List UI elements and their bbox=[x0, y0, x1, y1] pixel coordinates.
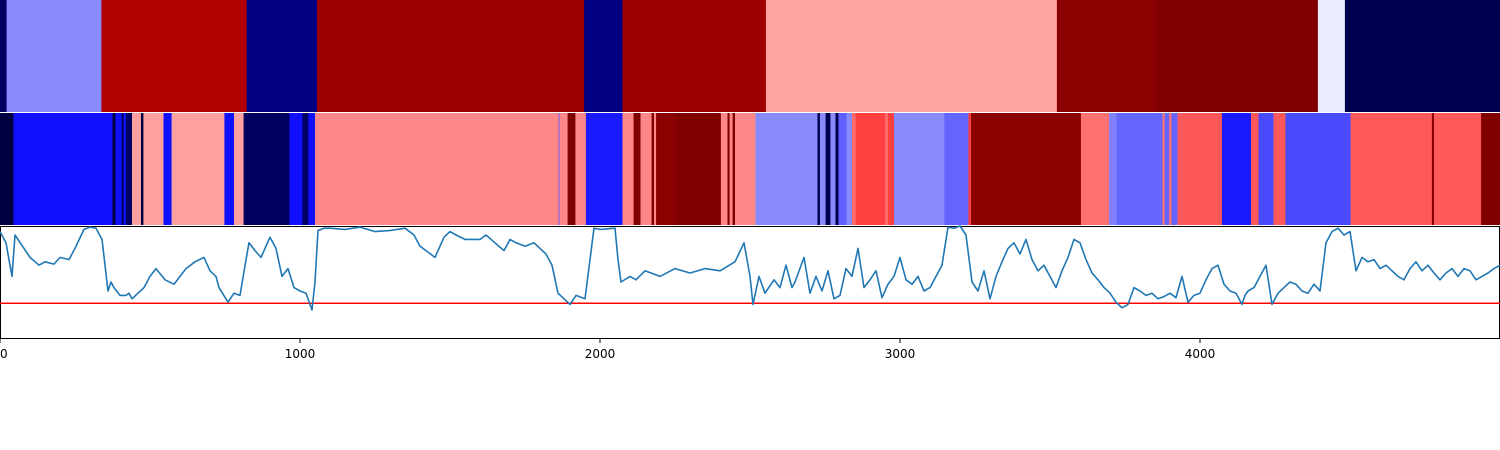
middle-band-segment bbox=[830, 113, 836, 225]
middle-band-segment bbox=[1109, 113, 1117, 225]
middle-band-segment bbox=[1171, 113, 1178, 225]
middle-band-segment bbox=[141, 113, 144, 225]
middle-band-segment bbox=[735, 113, 756, 225]
middle-band-segment bbox=[1288, 113, 1351, 225]
middle-band-segment bbox=[115, 113, 122, 225]
middle-band-segment bbox=[654, 113, 657, 225]
middle-band-segment bbox=[0, 113, 14, 225]
middle-band-segment bbox=[567, 113, 576, 225]
middle-band-segment bbox=[13, 113, 113, 225]
middle-band-segment bbox=[640, 113, 652, 225]
middle-band-segment bbox=[720, 113, 728, 225]
middle-band-segment bbox=[1258, 113, 1274, 225]
middle-band-segment bbox=[846, 113, 853, 225]
middle-band-segment bbox=[308, 113, 316, 225]
middle-band-segment bbox=[1164, 113, 1170, 225]
middle-band-segment bbox=[132, 113, 142, 225]
middle-band-segment bbox=[1221, 113, 1252, 225]
middle-band-segment bbox=[968, 113, 972, 225]
top-band-segment bbox=[765, 0, 1058, 112]
middle-band-segment bbox=[224, 113, 235, 225]
middle-band-segment bbox=[971, 113, 1082, 225]
middle-band-segment bbox=[1116, 113, 1163, 225]
top-band-segment bbox=[584, 0, 623, 112]
middle-band-segment bbox=[315, 113, 559, 225]
top-band-segment bbox=[1155, 0, 1319, 112]
top-band-segment bbox=[317, 0, 585, 112]
middle-band-segment bbox=[1434, 113, 1482, 225]
middle-band-segment bbox=[585, 113, 623, 225]
middle-band-segment bbox=[852, 113, 856, 225]
middle-band-segment bbox=[126, 113, 133, 225]
top-band-segment bbox=[622, 0, 767, 112]
middle-band-segment bbox=[575, 113, 587, 225]
middle-segment-band bbox=[0, 113, 1500, 225]
middle-band-segment bbox=[1251, 113, 1259, 225]
middle-band-segment bbox=[1350, 113, 1433, 225]
middle-band-segment bbox=[123, 113, 127, 225]
x-tick-label: 1000 bbox=[285, 347, 316, 361]
middle-band-segment bbox=[1273, 113, 1286, 225]
x-tick-label: 2000 bbox=[585, 347, 616, 361]
middle-band-segment bbox=[651, 113, 655, 225]
middle-band-segment bbox=[894, 113, 945, 225]
middle-band-segment bbox=[838, 113, 847, 225]
middle-band-segment bbox=[729, 113, 733, 225]
middle-band-segment bbox=[885, 113, 889, 225]
signal-plot bbox=[0, 225, 1500, 339]
middle-band-segment bbox=[817, 113, 821, 225]
middle-band-segment bbox=[112, 113, 116, 225]
middle-band-segment bbox=[1080, 113, 1110, 225]
middle-band-segment bbox=[888, 113, 895, 225]
middle-band-segment bbox=[558, 113, 560, 225]
top-band-segment bbox=[1056, 0, 1157, 112]
middle-band-segment bbox=[656, 113, 676, 225]
signal-line bbox=[0, 225, 1500, 311]
middle-band-segment bbox=[633, 113, 641, 225]
middle-band-segment bbox=[243, 113, 290, 225]
x-axis: 0 1000 2000 3000 4000 bbox=[0, 338, 1215, 361]
middle-band-segment bbox=[143, 113, 164, 225]
middle-band-segment bbox=[675, 113, 722, 225]
middle-band-segment bbox=[1169, 113, 1172, 225]
top-band-segment bbox=[1344, 0, 1500, 112]
middle-band-segment bbox=[1162, 113, 1165, 225]
top-segment-band bbox=[0, 0, 1500, 112]
middle-band-segment bbox=[302, 113, 309, 225]
top-band-segment bbox=[1317, 0, 1346, 112]
x-tick-label: 0 bbox=[0, 347, 8, 361]
top-band-segment bbox=[0, 0, 7, 112]
x-tick-label: 3000 bbox=[885, 347, 916, 361]
middle-band-segment bbox=[855, 113, 886, 225]
middle-band-segment bbox=[819, 113, 826, 225]
middle-band-segment bbox=[163, 113, 172, 225]
x-tick-label: 4000 bbox=[1185, 347, 1216, 361]
middle-band-segment bbox=[234, 113, 244, 225]
middle-band-segment bbox=[732, 113, 736, 225]
middle-band-segment bbox=[622, 113, 634, 225]
top-band-segment bbox=[6, 0, 102, 112]
middle-band-segment bbox=[1285, 113, 1289, 225]
middle-band-segment bbox=[727, 113, 730, 225]
middle-band-segment bbox=[1177, 113, 1223, 225]
middle-band-segment bbox=[825, 113, 831, 225]
middle-band-segment bbox=[559, 113, 568, 225]
middle-band-segment bbox=[1481, 113, 1500, 225]
middle-band-segment bbox=[944, 113, 969, 225]
top-band-segment bbox=[101, 0, 248, 112]
middle-band-segment bbox=[171, 113, 225, 225]
middle-band-segment bbox=[289, 113, 303, 225]
middle-band-segment bbox=[755, 113, 818, 225]
middle-band-segment bbox=[121, 113, 124, 225]
top-band-segment bbox=[246, 0, 318, 112]
middle-band-segment bbox=[1431, 113, 1435, 225]
middle-band-segment bbox=[835, 113, 839, 225]
